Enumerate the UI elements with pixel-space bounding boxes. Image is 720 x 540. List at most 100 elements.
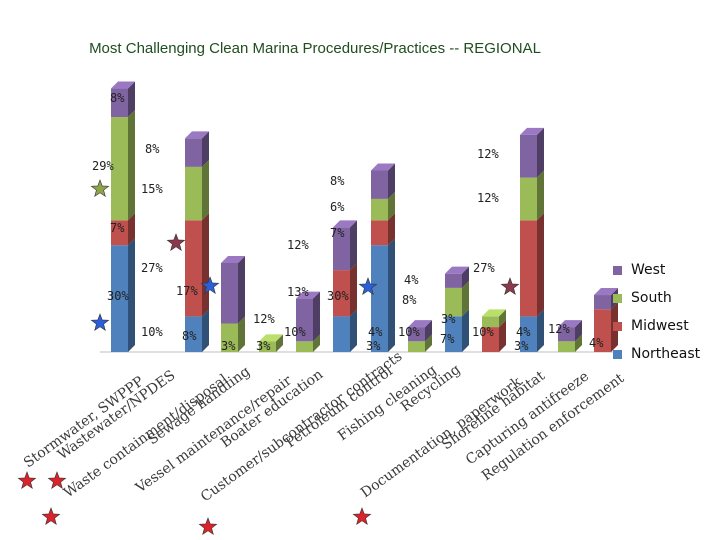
bar-segment-side [537,309,544,352]
bar-segment-side [388,191,395,221]
data-label: 12% [253,312,275,326]
bar-stack [259,334,283,352]
bar-segment-south [111,117,128,221]
bar-segment-south [259,341,276,352]
blue-star-icon [358,277,378,295]
legend-item-south: South [613,284,700,312]
data-label: 13% [287,285,309,299]
bar-segment-midwest [482,327,499,352]
legend-item-northeast: Northeast [613,340,700,368]
bar-segment-side [238,316,245,352]
bar-top [594,288,618,296]
data-label: 3% [366,339,381,353]
bar-top [371,163,395,171]
data-label: 12% [548,322,570,336]
bar-segment-west [221,263,238,324]
red-star-icon [352,507,372,525]
bar-segment-northeast [445,316,462,352]
legend-swatch [613,293,622,303]
bar-segment-south [371,198,388,221]
bar-segment-side [388,163,395,199]
bar-stack [558,320,582,352]
red-star-icon [41,507,61,525]
bar-top [558,320,582,328]
legend-swatch [613,265,622,275]
bar-segment-midwest [520,220,537,317]
bar-segment-side [128,238,135,352]
data-label: 15% [141,182,163,196]
bar-segment-side [537,127,544,178]
bar-segment-side [350,220,357,271]
data-label: 10% [141,325,163,339]
blue-star-icon [90,313,110,331]
legend-item-west: West [613,256,700,284]
chart-legend: West South Midwest Northeast [613,256,700,368]
data-label: 8% [402,293,417,307]
bar-segment-west [333,227,350,271]
data-label: 4% [589,336,604,350]
bar-segment-west [520,134,537,178]
data-label: 3% [441,312,456,326]
maroon-star-icon [166,233,186,251]
bar-top [520,127,544,135]
bar-segment-side [128,213,135,246]
bar-segment-side [462,309,469,352]
bar-segment-side [202,159,209,221]
bar-segment-side [350,263,357,317]
data-label: 3% [256,339,271,353]
data-label: 30% [327,289,349,303]
bar-segment-side [425,334,432,352]
data-label: 10% [398,325,420,339]
bar-top [111,81,135,89]
bar-top [221,256,245,263]
bar-segment-side [499,309,506,328]
bar-segment-south [408,341,425,352]
blue-star-icon [200,276,220,294]
data-label: 10% [284,325,306,339]
bar-segment-side [388,213,395,246]
bar-segment-side [425,320,432,342]
data-label: 6% [330,200,345,214]
bar-segment-side [350,309,357,352]
bar-stack [296,291,320,352]
bar-stack [221,256,245,352]
bar-segment-south [185,166,202,221]
bar-top [408,320,432,328]
data-label: 17% [176,284,198,298]
bar-segment-west [408,327,425,342]
bar-segment-west [445,273,462,288]
chart-title: Most Challenging Clean Marina Procedures… [89,40,541,57]
data-label: 7% [110,221,125,235]
legend-item-midwest: Midwest [613,312,700,340]
bar-segment-west [371,170,388,199]
data-label: 8% [330,174,345,188]
bar-top [185,131,209,139]
bar-segment-side [462,280,469,317]
bar-segment-northeast [111,245,128,352]
bar-segment-northeast [371,245,388,352]
data-label: 4% [404,273,419,287]
data-label: 30% [107,289,129,303]
bar-segment-west [111,88,128,118]
bar-top [296,291,320,299]
bar-segment-northeast [333,316,350,352]
bar-stack [111,81,135,352]
data-label: 8% [110,91,125,105]
bar-segment-side [537,170,544,221]
bar-segment-side [276,334,283,352]
bar-segment-midwest [185,220,202,317]
bar-segment-west [594,295,611,310]
bar-segment-side [128,110,135,221]
bar-segment-midwest [594,309,611,352]
bar-segment-side [202,309,209,352]
legend-label: West [631,262,666,278]
bar-segment-side [388,238,395,352]
data-label: 12% [477,147,499,161]
olive-star-icon [90,179,110,197]
red-star-icon [198,517,218,535]
bar-top [482,309,506,317]
bar-segment-side [238,256,245,324]
bar-segment-south [445,287,462,317]
bar-segment-side [537,213,544,317]
legend-swatch [613,349,622,359]
